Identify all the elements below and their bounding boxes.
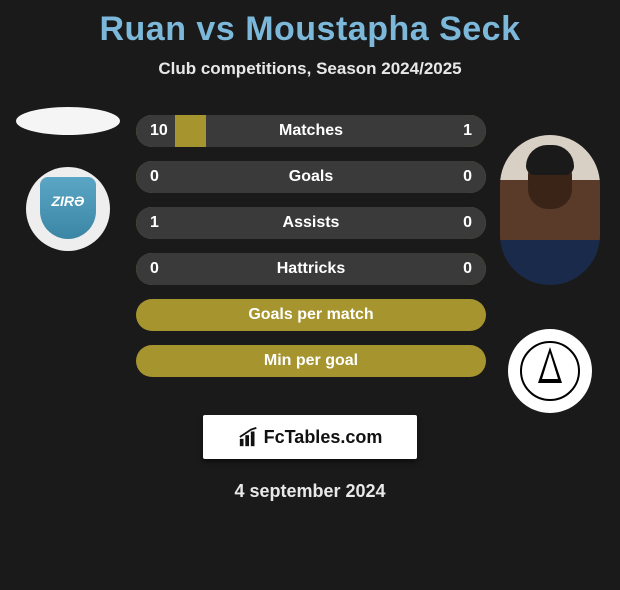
left-player-column: ZIRƏ — [8, 107, 128, 251]
stat-label: Hattricks — [277, 260, 345, 278]
stat-label: Goals per match — [248, 306, 373, 324]
player-left-club-badge: ZIRƏ — [26, 167, 110, 251]
stat-label: Goals — [289, 168, 333, 186]
stat-bar-left-fill — [136, 161, 311, 193]
stat-label: Min per goal — [264, 352, 358, 370]
player-right-club-badge — [508, 329, 592, 413]
stat-bar: Min per goal — [136, 345, 486, 377]
stat-bar: Goals per match — [136, 299, 486, 331]
stat-bar-right-fill — [206, 115, 486, 147]
stat-bar-right-fill — [311, 161, 486, 193]
brand-box[interactable]: FcTables.com — [203, 415, 417, 459]
stat-value-left: 1 — [150, 214, 159, 232]
stat-label: Matches — [279, 122, 343, 140]
stat-value-right: 1 — [463, 122, 472, 140]
stat-bar: 1 0 Assists — [136, 207, 486, 239]
stat-bars: 101Matches00Goals10Assists00HattricksGoa… — [136, 115, 486, 377]
stat-value-left: 10 — [150, 122, 168, 140]
stat-bar: 0 0 Hattricks — [136, 253, 486, 285]
stat-value-right: 0 — [463, 260, 472, 278]
brand-text: FcTables.com — [264, 427, 383, 448]
club-badge-text: ZIRƏ — [26, 193, 110, 209]
brand-logo-icon — [238, 426, 260, 448]
player-left-avatar — [16, 107, 120, 135]
stat-value-left: 0 — [150, 260, 159, 278]
player-right-avatar — [500, 135, 600, 285]
stat-value-left: 0 — [150, 168, 159, 186]
right-player-column — [490, 135, 610, 413]
page-title: Ruan vs Moustapha Seck — [0, 10, 620, 49]
stat-bar: 10 1 Matches — [136, 115, 486, 147]
date-text: 4 september 2024 — [0, 481, 620, 502]
subtitle: Club competitions, Season 2024/2025 — [0, 59, 620, 79]
stat-bar: 0 0 Goals — [136, 161, 486, 193]
stat-value-right: 0 — [463, 214, 472, 232]
stat-label: Assists — [283, 214, 340, 232]
comparison-layout: ZIRƏ 101Matches00Goals10Assists00Hattric… — [0, 107, 620, 417]
stat-value-right: 0 — [463, 168, 472, 186]
